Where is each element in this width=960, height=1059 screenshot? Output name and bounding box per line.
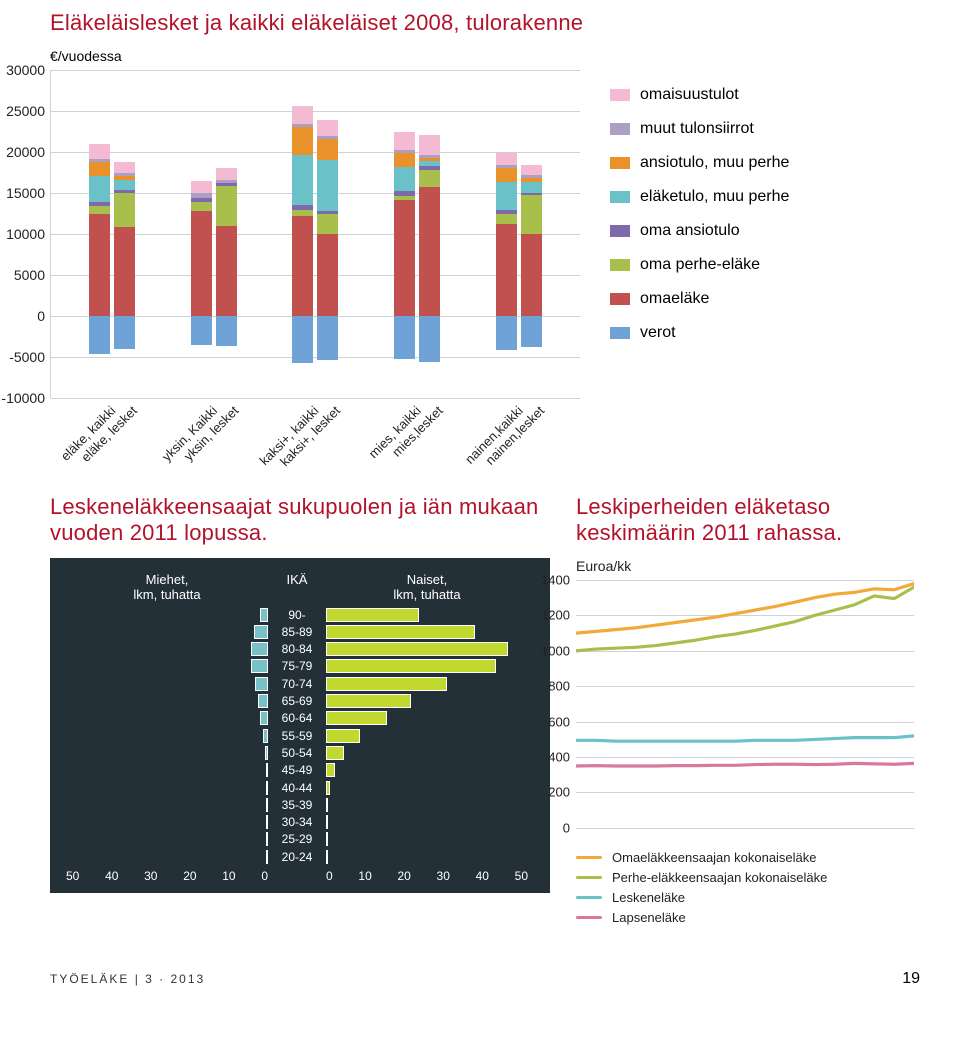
chart1-legend-item: omaeläke xyxy=(610,290,920,308)
pyramid-row: 50-54 xyxy=(66,744,534,761)
pyramid-row: 90- xyxy=(66,606,534,623)
pyramid-axis: 5040302010001020304050 xyxy=(66,869,534,883)
pyramid-row: 75-79 xyxy=(66,658,534,675)
chart1-ytick: 15000 xyxy=(0,185,45,201)
chart1-y-axis-label: €/vuodessa xyxy=(50,48,920,64)
chart1-bar xyxy=(317,70,338,398)
linechart-legend: Omaeläkkeensaajan kokonaiseläke Perhe-elä… xyxy=(576,850,920,925)
chart1-bar xyxy=(216,70,237,398)
linechart-legend-item: Leskeneläke xyxy=(576,890,920,905)
pyramid-row: 20-24 xyxy=(66,848,534,865)
pyramid-left-header: Miehet, lkm, tuhatta xyxy=(66,572,268,602)
linechart-ytick: 400 xyxy=(522,750,570,765)
pyramid-rows: 90-85-8980-8475-7970-7465-6960-6455-5950… xyxy=(66,606,534,865)
chart1-bar xyxy=(394,70,415,398)
pyramid-title: Leskeneläkkeensaajat sukupuolen ja iän m… xyxy=(50,494,550,546)
linechart-ytick: 1400 xyxy=(522,572,570,587)
pyramid-row: 65-69 xyxy=(66,692,534,709)
pyramid-row: 55-59 xyxy=(66,727,534,744)
chart1-bar xyxy=(89,70,110,398)
chart1-bar xyxy=(521,70,542,398)
chart1-legend-item: eläketulo, muu perhe xyxy=(610,188,920,206)
linechart-ytick: 1000 xyxy=(522,643,570,658)
chart1-bar xyxy=(419,70,440,398)
pyramid-right-header: Naiset, lkm, tuhatta xyxy=(326,572,528,602)
linechart-svg xyxy=(576,580,914,828)
linechart-y-label: Euroa/kk xyxy=(576,558,920,574)
chart1-x-categories: eläke, kaikkieläke, lesketyksin, Kaikkiy… xyxy=(51,398,580,482)
linechart-legend-item: Omaeläkkeensaajan kokonaiseläke xyxy=(576,850,920,865)
chart1-legend-item: oma ansiotulo xyxy=(610,222,920,240)
chart1-section: Eläkeläislesket ja kaikki eläkeläiset 20… xyxy=(50,10,920,398)
chart1-ytick: 5000 xyxy=(0,267,45,283)
chart1-ytick: 0 xyxy=(0,308,45,324)
chart1-bar xyxy=(191,70,212,398)
chart1-bar xyxy=(292,70,313,398)
pyramid-headers: Miehet, lkm, tuhatta IKÄ Naiset, lkm, tu… xyxy=(66,572,534,602)
linechart-legend-item: Perhe-eläkkeensaajan kokonaiseläke xyxy=(576,870,920,885)
chart1-ytick: 10000 xyxy=(0,226,45,242)
chart1-title: Eläkeläislesket ja kaikki eläkeläiset 20… xyxy=(50,10,920,36)
linechart-ytick: 600 xyxy=(522,714,570,729)
chart1-ytick: -5000 xyxy=(0,349,45,365)
pyramid-row: 30-34 xyxy=(66,813,534,830)
pyramid-center-header: IKÄ xyxy=(268,572,326,602)
linechart-title: Leskiperheiden eläketaso keskimäärin 201… xyxy=(576,494,920,546)
chart1-legend-item: muut tulonsiirrot xyxy=(610,120,920,138)
footer-source: TYÖELÄKE | 3 · 2013 xyxy=(50,972,205,986)
chart1-legend: omaisuustulot muut tulonsiirrot ansiotulo,… xyxy=(610,86,920,342)
chart1-ytick: 30000 xyxy=(0,62,45,78)
pyramid-row: 60-64 xyxy=(66,710,534,727)
linechart-legend-item: Lapseneläke xyxy=(576,910,920,925)
linechart-ytick: 0 xyxy=(522,820,570,835)
pyramid-row: 40-44 xyxy=(66,779,534,796)
chart1-legend-item: ansiotulo, muu perhe xyxy=(610,154,920,172)
page-footer: TYÖELÄKE | 3 · 2013 19 xyxy=(50,970,920,988)
chart1-bar xyxy=(496,70,517,398)
linechart-ytick: 1200 xyxy=(522,608,570,623)
linechart-ytick: 800 xyxy=(522,679,570,694)
pyramid-row: 70-74 xyxy=(66,675,534,692)
chart1-bar xyxy=(114,70,135,398)
linechart-gridline xyxy=(576,828,914,829)
linechart-ytick: 200 xyxy=(522,785,570,800)
pyramid-row: 25-29 xyxy=(66,831,534,848)
chart1-ytick: 20000 xyxy=(0,144,45,160)
chart1-gridline xyxy=(51,398,580,399)
pyramid-row: 35-39 xyxy=(66,796,534,813)
chart1-legend-item: omaisuustulot xyxy=(610,86,920,104)
pyramid-row: 85-89 xyxy=(66,623,534,640)
chart1-plot: eläke, kaikkieläke, lesketyksin, Kaikkiy… xyxy=(50,70,580,398)
chart1-ytick: 25000 xyxy=(0,103,45,119)
pyramid-chart: Miehet, lkm, tuhatta IKÄ Naiset, lkm, tu… xyxy=(50,558,550,893)
chart1-ytick: -10000 xyxy=(0,390,45,406)
pyramid-row: 80-84 xyxy=(66,641,534,658)
footer-page: 19 xyxy=(902,970,920,988)
chart1-legend-item: verot xyxy=(610,324,920,342)
chart1-legend-item: oma perhe-eläke xyxy=(610,256,920,274)
pyramid-row: 45-49 xyxy=(66,762,534,779)
linechart-plot: 1400120010008006004002000 xyxy=(576,580,914,828)
